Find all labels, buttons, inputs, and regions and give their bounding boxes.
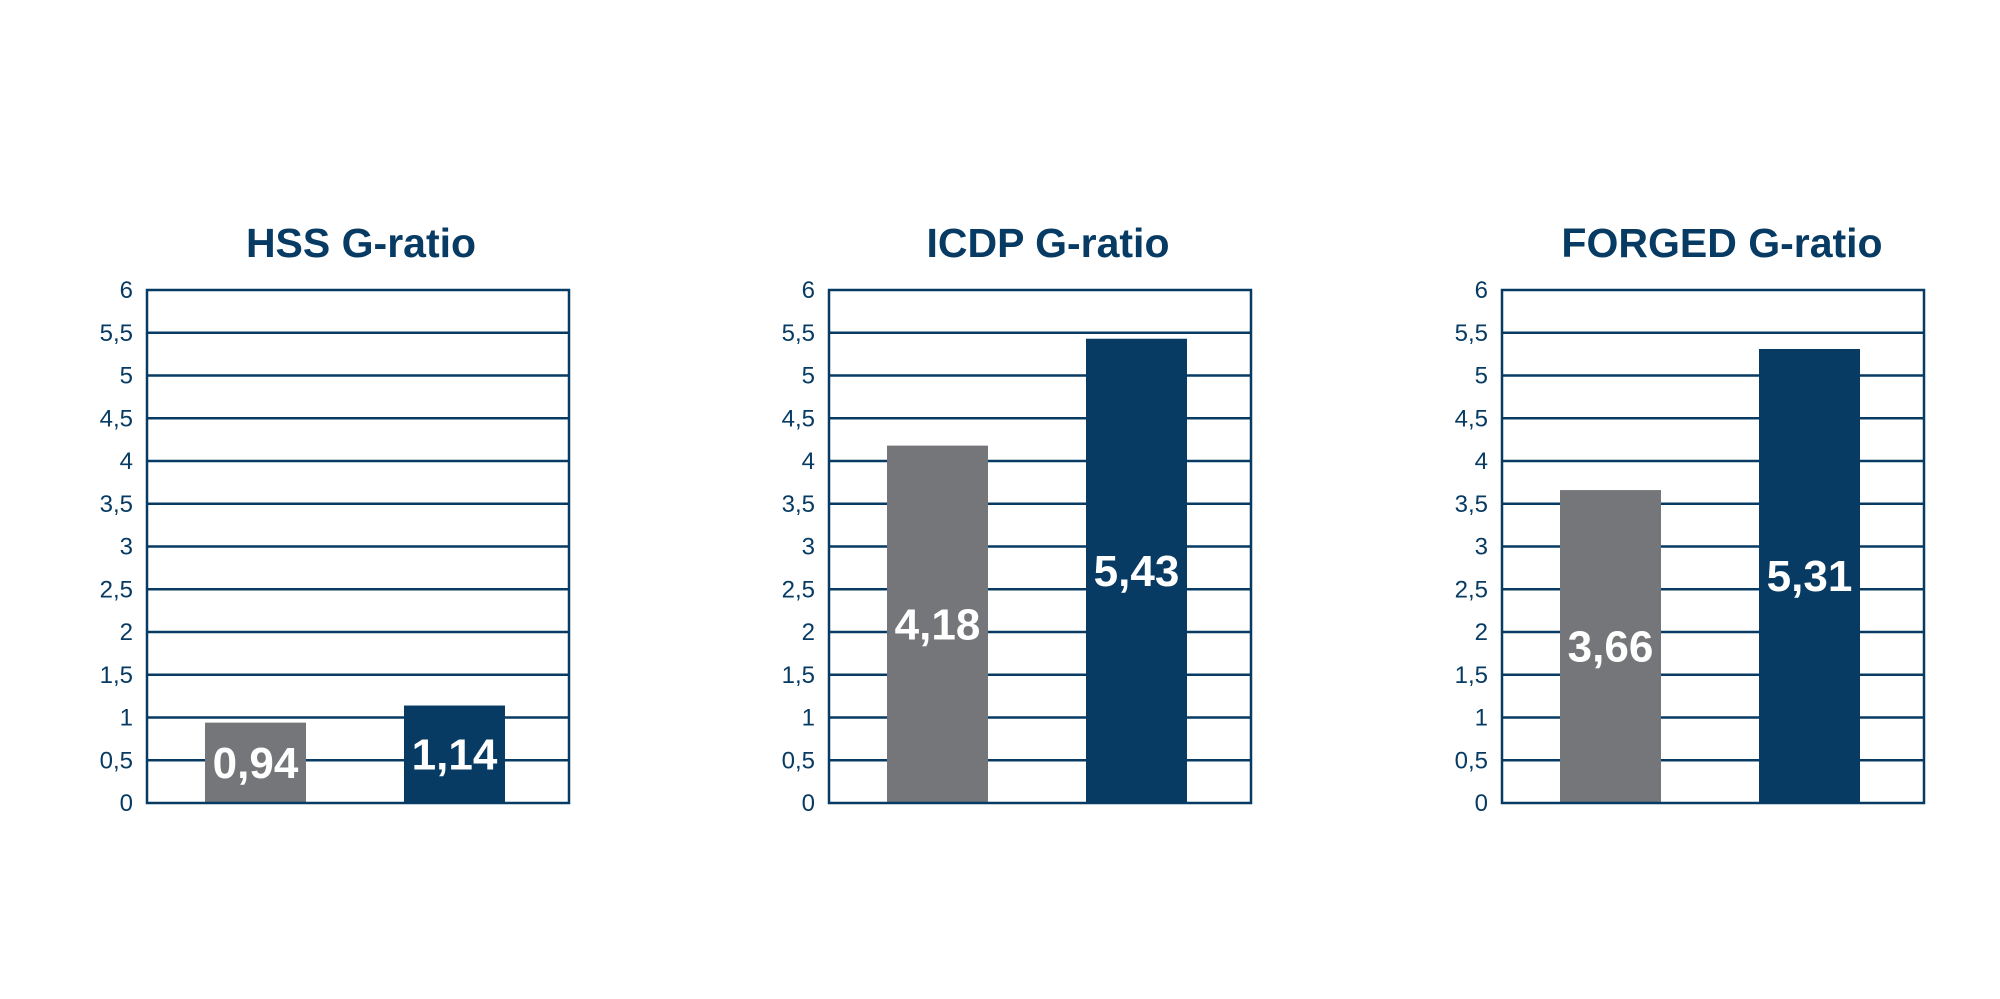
chart-3: FORGED G-ratio 0 0,5 1 1,5 2 2,5 3 3,5 4 4,5 5 5,5 6 3…: [1455, 220, 1926, 817]
y-tick-label: 4: [120, 448, 133, 475]
y-tick-label: 3: [1475, 534, 1488, 561]
y-tick-label: 6: [120, 277, 133, 304]
y-tick-label: 1: [1475, 705, 1488, 732]
y-tick-label: 1,5: [100, 662, 133, 689]
y-tick-label: 1: [120, 705, 133, 732]
y-tick-label: 3: [120, 534, 133, 561]
y-tick-label: 5,5: [1455, 320, 1488, 347]
plot-frame: [145, 288, 571, 805]
y-tick-label: 5: [1475, 363, 1488, 390]
bar: [1086, 338, 1187, 803]
chart-2: ICDP G-ratio 0 0,5 1 1,5 2 2,5 3 3,5 4 4,5 5 5,5 6 4,1…: [782, 220, 1253, 817]
y-tick-label: 0,5: [100, 747, 133, 774]
y-tick-label: 2,5: [782, 576, 815, 603]
y-tick-label: 3,5: [1455, 491, 1488, 518]
bar: [887, 445, 988, 803]
data-label: 5,31: [1767, 552, 1853, 601]
y-tick-label: 1: [802, 705, 815, 732]
y-tick-label: 2: [802, 619, 815, 646]
chart-title: FORGED G-ratio: [1561, 220, 1882, 266]
data-label: 1,14: [412, 730, 498, 779]
chart-1: HSS G-ratio 0 0,5 1 1,5 2 2,5 3 3,5 4 4,5 5 5,5 6 0,94…: [100, 220, 571, 817]
y-tick-label: 2: [1475, 619, 1488, 646]
y-tick-label: 3,5: [782, 491, 815, 518]
data-label: 4,18: [895, 600, 981, 649]
y-tick-label: 6: [1475, 277, 1488, 304]
y-tick-label: 5: [802, 363, 815, 390]
y-tick-label: 1,5: [782, 662, 815, 689]
bar: [404, 705, 505, 803]
y-tick-label: 0: [1475, 790, 1488, 817]
y-tick-label: 4,5: [1455, 405, 1488, 432]
y-tick-label: 3,5: [100, 491, 133, 518]
y-tick-label: 1,5: [1455, 662, 1488, 689]
plot-frame: [827, 288, 1253, 805]
y-tick-label: 5,5: [782, 320, 815, 347]
chart-title: ICDP G-ratio: [927, 220, 1170, 266]
y-tick-label: 5,5: [100, 320, 133, 347]
y-tick-label: 0,5: [1455, 747, 1488, 774]
y-tick-label: 2,5: [1455, 576, 1488, 603]
y-tick-label: 4,5: [782, 405, 815, 432]
y-tick-label: 0,5: [782, 747, 815, 774]
y-tick-label: 4: [802, 448, 815, 475]
y-tick-label: 3: [802, 534, 815, 561]
plot-frame: [1500, 288, 1926, 805]
y-tick-label: 2: [120, 619, 133, 646]
bar: [205, 722, 306, 803]
data-label: 5,43: [1094, 547, 1180, 596]
bar: [1560, 490, 1661, 803]
data-label: 3,66: [1568, 623, 1654, 672]
chart-title: HSS G-ratio: [246, 220, 476, 266]
data-label: 0,94: [213, 739, 299, 788]
y-tick-label: 0: [120, 790, 133, 817]
y-tick-label: 4,5: [100, 405, 133, 432]
y-tick-label: 0: [802, 790, 815, 817]
y-tick-label: 5: [120, 363, 133, 390]
y-tick-label: 2,5: [100, 576, 133, 603]
bar: [1759, 348, 1860, 803]
y-tick-label: 6: [802, 277, 815, 304]
y-tick-label: 4: [1475, 448, 1488, 475]
